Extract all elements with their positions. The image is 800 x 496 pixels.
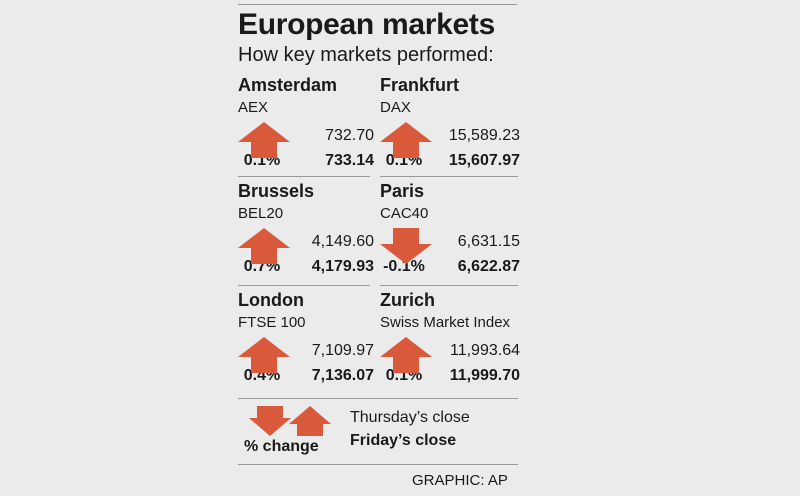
market-index: Swiss Market Index [380, 314, 511, 331]
market-brussels: Brussels BEL20 4,149.60 4,179.93 0.7% [238, 180, 374, 288]
row-rule-1 [238, 176, 370, 177]
friday-close: 4,179.93 [311, 258, 374, 275]
market-frankfurt: Frankfurt DAX 15,589.23 15,607.97 0.1% [380, 74, 520, 182]
thursday-close: 15,589.23 [448, 127, 520, 144]
row-rule-1b [380, 176, 518, 177]
bottom-rule [238, 464, 518, 465]
market-city: Paris [380, 181, 425, 201]
row-rule-2 [238, 285, 370, 286]
market-index: FTSE 100 [238, 314, 306, 331]
market-amsterdam: Amsterdam AEX 732.70 733.14 0.1% [238, 74, 374, 182]
legend-arrows [249, 406, 333, 436]
pct-change: -0.1% [383, 258, 425, 275]
market-city: London [238, 290, 304, 310]
friday-close: 15,607.97 [448, 152, 520, 169]
market-city: Zurich [380, 290, 436, 310]
market-city: Brussels [238, 181, 315, 201]
up-arrow-icon [238, 122, 290, 158]
market-index: DAX [380, 99, 411, 116]
thursday-close: 4,149.60 [311, 233, 374, 250]
thursday-close: 732.70 [325, 127, 374, 144]
thursday-close: 11,993.64 [450, 342, 520, 359]
friday-close: 733.14 [325, 152, 374, 169]
market-zurich: Zurich Swiss Market Index 11,993.64 11,999.… [380, 289, 520, 397]
row-rule-2b [380, 285, 518, 286]
legend-down-arrow-icon [249, 406, 291, 436]
legend-rule [238, 398, 518, 399]
market-city: Amsterdam [238, 75, 338, 95]
market-index: AEX [238, 99, 269, 116]
market-index: CAC40 [380, 205, 429, 222]
up-arrow-icon [380, 122, 432, 158]
legend-friday-label: Friday’s close [350, 432, 457, 449]
up-arrow-icon [238, 228, 290, 264]
chart-title: European markets [238, 8, 495, 41]
chart-subtitle: How key markets performed: [238, 44, 494, 66]
legend-thursday-label: Thursday’s close [350, 409, 470, 426]
market-index: BEL20 [238, 205, 284, 222]
market-paris: Paris CAC40 6,631.15 6,622.87 -0.1% [380, 180, 520, 288]
down-arrow-icon [380, 228, 432, 264]
market-city: Frankfurt [380, 75, 460, 95]
thursday-close: 7,109.97 [311, 342, 374, 359]
top-rule [238, 4, 517, 5]
up-arrow-icon [380, 337, 432, 373]
legend-up-arrow-icon [289, 406, 331, 436]
graphic-credit: GRAPHIC: AP [412, 472, 508, 489]
friday-close: 11,999.70 [449, 367, 520, 384]
friday-close: 6,622.87 [457, 258, 520, 275]
friday-close: 7,136.07 [311, 367, 374, 384]
thursday-close: 6,631.15 [457, 233, 520, 250]
market-london: London FTSE 100 7,109.97 7,136.07 0.4% [238, 289, 374, 397]
legend-pct-label: % change [244, 438, 319, 455]
up-arrow-icon [238, 337, 290, 373]
